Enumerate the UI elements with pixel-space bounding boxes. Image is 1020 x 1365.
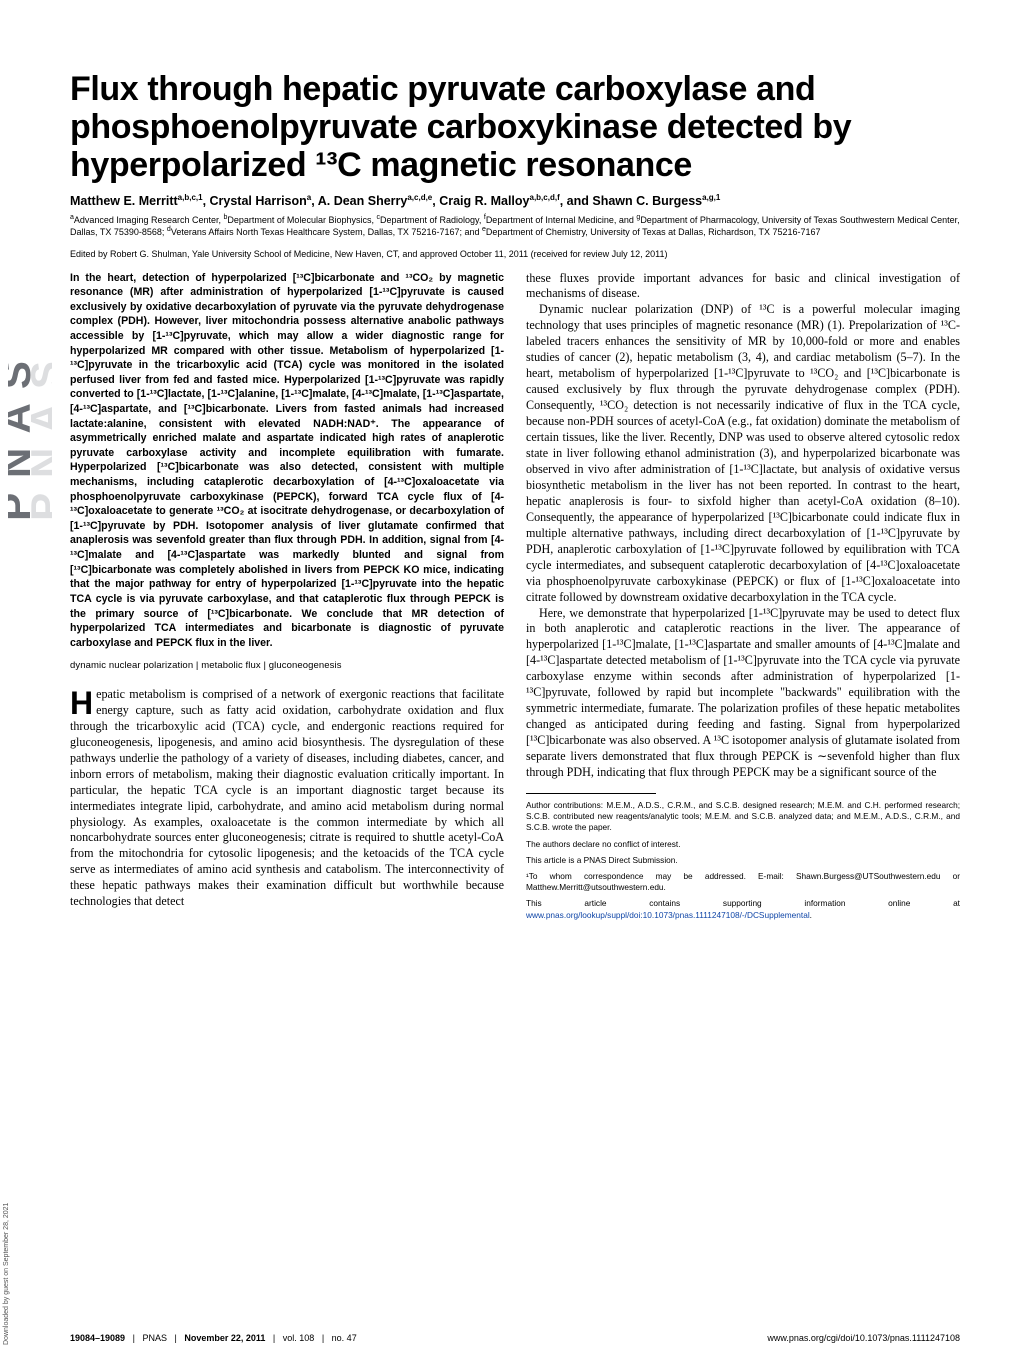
fn-si-suffix: . xyxy=(810,910,812,920)
footer-journal: PNAS xyxy=(142,1333,167,1343)
download-note: Downloaded by guest on September 28, 202… xyxy=(3,1203,10,1345)
right-p1: these fluxes provide important advances … xyxy=(526,271,960,301)
dropcap: H xyxy=(70,687,96,717)
footer-vol: vol. 108 xyxy=(283,1333,315,1343)
fn-si-link[interactable]: www.pnas.org/lookup/suppl/doi:10.1073/pn… xyxy=(526,910,810,920)
keywords: dynamic nuclear polarization | metabolic… xyxy=(70,660,504,673)
footer-no: no. 47 xyxy=(332,1333,357,1343)
fn-si: This article contains supporting informa… xyxy=(526,898,960,920)
footnotes: Author contributions: M.E.M., A.D.S., C.… xyxy=(526,800,960,921)
two-column-body: In the heart, detection of hyperpolarize… xyxy=(70,271,960,926)
fn-si-prefix: This article contains supporting informa… xyxy=(526,898,960,908)
footer-date: November 22, 2011 xyxy=(184,1333,265,1343)
left-p1: epatic metabolism is comprised of a netw… xyxy=(70,687,504,908)
left-column: In the heart, detection of hyperpolarize… xyxy=(70,271,504,926)
footer-left: 19084–19089 | PNAS | November 22, 2011 |… xyxy=(70,1333,357,1343)
authors-line: Matthew E. Merritta,b,c,1, Crystal Harri… xyxy=(70,194,960,208)
footer-doi: www.pnas.org/cgi/doi/10.1073/pnas.111124… xyxy=(767,1333,960,1343)
pnas-logo-svg: P N A S P N A S xyxy=(8,90,52,790)
edited-by-line: Edited by Robert G. Shulman, Yale Univer… xyxy=(70,249,960,259)
footnote-rule xyxy=(526,793,656,794)
article-title: Flux through hepatic pyruvate carboxylas… xyxy=(70,70,960,184)
fn-conflict: The authors declare no conflict of inter… xyxy=(526,839,960,850)
right-p2: Dynamic nuclear polarization (DNP) of ¹³… xyxy=(526,302,960,603)
left-body-text: H epatic metabolism is comprised of a ne… xyxy=(70,687,504,910)
fn-corr: ¹To whom correspondence may be addressed… xyxy=(526,871,960,893)
right-body-text: these fluxes provide important advances … xyxy=(526,271,960,782)
footer-right: www.pnas.org/cgi/doi/10.1073/pnas.111124… xyxy=(767,1333,960,1343)
page-content: Flux through hepatic pyruvate carboxylas… xyxy=(70,70,960,926)
right-column: these fluxes provide important advances … xyxy=(526,271,960,926)
footer-pages: 19084–19089 xyxy=(70,1333,125,1343)
right-p3: Here, we demonstrate that hyperpolarized… xyxy=(526,606,960,780)
page-footer: 19084–19089 | PNAS | November 22, 2011 |… xyxy=(70,1333,960,1343)
svg-text:P N A S: P N A S xyxy=(22,359,52,521)
fn-contrib: Author contributions: M.E.M., A.D.S., C.… xyxy=(526,800,960,834)
pnas-logo-sidebar: P N A S P N A S xyxy=(8,90,52,790)
affiliations: aAdvanced Imaging Research Center, bDepa… xyxy=(70,214,960,238)
abstract: In the heart, detection of hyperpolarize… xyxy=(70,271,504,651)
fn-direct: This article is a PNAS Direct Submission… xyxy=(526,855,960,866)
